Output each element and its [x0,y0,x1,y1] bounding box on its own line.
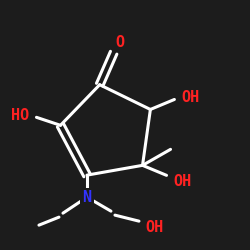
Text: O: O [115,35,124,50]
Text: OH: OH [181,90,200,105]
Text: HO: HO [11,108,30,123]
Text: OH: OH [174,174,192,189]
Text: N: N [82,190,92,205]
Text: OH: OH [146,220,164,235]
